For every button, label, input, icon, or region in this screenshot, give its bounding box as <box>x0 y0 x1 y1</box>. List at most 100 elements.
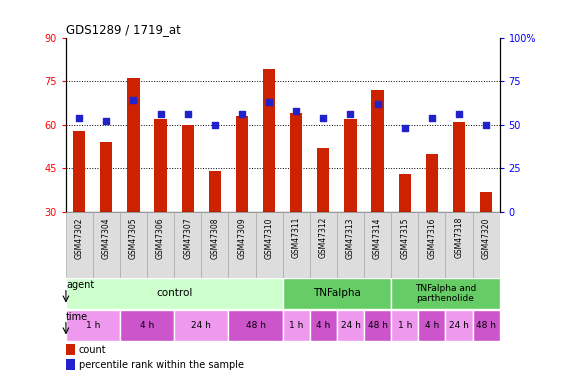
Bar <box>174 212 202 278</box>
Text: GSM47315: GSM47315 <box>400 217 409 259</box>
Text: 4 h: 4 h <box>140 321 154 330</box>
Point <box>129 97 138 103</box>
Bar <box>66 212 93 278</box>
Bar <box>317 148 329 212</box>
Bar <box>120 212 147 278</box>
Bar <box>127 78 139 212</box>
Text: 1 h: 1 h <box>289 321 303 330</box>
Point <box>238 111 247 117</box>
Text: GSM47314: GSM47314 <box>373 217 382 259</box>
Text: TNFalpha: TNFalpha <box>313 288 361 298</box>
Bar <box>426 154 438 212</box>
Bar <box>399 174 411 212</box>
Text: 24 h: 24 h <box>340 321 360 330</box>
Bar <box>391 278 500 309</box>
Bar <box>202 212 228 278</box>
Point <box>346 111 355 117</box>
Point <box>455 111 464 117</box>
Bar <box>344 119 356 212</box>
Text: 48 h: 48 h <box>246 321 266 330</box>
Point <box>481 122 490 128</box>
Bar <box>309 212 337 278</box>
Point <box>210 122 219 128</box>
Bar <box>337 310 364 340</box>
Bar <box>418 310 445 340</box>
Bar <box>66 344 75 355</box>
Bar <box>228 310 283 340</box>
Text: GSM47320: GSM47320 <box>481 217 490 259</box>
Text: GSM47311: GSM47311 <box>292 217 301 258</box>
Bar <box>283 278 391 309</box>
Text: 24 h: 24 h <box>191 321 211 330</box>
Bar <box>283 212 309 278</box>
Point <box>102 118 111 124</box>
Text: 1 h: 1 h <box>397 321 412 330</box>
Bar <box>228 212 255 278</box>
Bar <box>445 310 473 340</box>
Bar <box>147 212 174 278</box>
Bar <box>155 119 167 212</box>
Text: GDS1289 / 1719_at: GDS1289 / 1719_at <box>66 22 180 36</box>
Text: 4 h: 4 h <box>425 321 439 330</box>
Bar <box>209 171 221 212</box>
Bar <box>391 212 418 278</box>
Text: GSM47313: GSM47313 <box>346 217 355 259</box>
Text: 4 h: 4 h <box>316 321 331 330</box>
Text: 24 h: 24 h <box>449 321 469 330</box>
Bar <box>309 310 337 340</box>
Bar <box>480 192 492 212</box>
Point <box>400 125 409 131</box>
Text: GSM47307: GSM47307 <box>183 217 192 259</box>
Bar <box>263 69 275 212</box>
Bar <box>66 278 283 309</box>
Bar <box>66 359 75 370</box>
Bar <box>445 212 473 278</box>
Point <box>264 99 274 105</box>
Point <box>156 111 165 117</box>
Point <box>292 108 301 114</box>
Text: 1 h: 1 h <box>86 321 100 330</box>
Text: count: count <box>79 345 106 355</box>
Bar <box>283 310 309 340</box>
Text: GSM47304: GSM47304 <box>102 217 111 259</box>
Bar <box>100 142 112 212</box>
Text: time: time <box>66 312 88 322</box>
Text: control: control <box>156 288 192 298</box>
Point <box>373 101 382 107</box>
Bar <box>337 212 364 278</box>
Text: percentile rank within the sample: percentile rank within the sample <box>79 360 244 370</box>
Bar <box>73 130 85 212</box>
Bar <box>473 310 500 340</box>
Text: 48 h: 48 h <box>476 321 496 330</box>
Text: 48 h: 48 h <box>368 321 388 330</box>
Point <box>427 115 436 121</box>
Text: GSM47312: GSM47312 <box>319 217 328 258</box>
Text: GSM47310: GSM47310 <box>264 217 274 259</box>
Text: GSM47305: GSM47305 <box>129 217 138 259</box>
Text: GSM47316: GSM47316 <box>427 217 436 259</box>
Text: GSM47318: GSM47318 <box>455 217 464 258</box>
Text: GSM47302: GSM47302 <box>75 217 84 259</box>
Bar <box>364 310 391 340</box>
Point <box>319 115 328 121</box>
Text: GSM47308: GSM47308 <box>210 217 219 259</box>
Bar <box>453 122 465 212</box>
Text: agent: agent <box>66 280 94 291</box>
Bar <box>364 212 391 278</box>
Bar <box>236 116 248 212</box>
Point <box>75 115 84 121</box>
Bar <box>174 310 228 340</box>
Bar <box>255 212 283 278</box>
Text: TNFalpha and
parthenolide: TNFalpha and parthenolide <box>415 284 476 303</box>
Bar <box>372 90 384 212</box>
Bar <box>418 212 445 278</box>
Bar <box>391 310 418 340</box>
Bar <box>93 212 120 278</box>
Bar <box>120 310 174 340</box>
Text: GSM47309: GSM47309 <box>238 217 247 259</box>
Bar <box>66 310 120 340</box>
Bar <box>473 212 500 278</box>
Point <box>183 111 192 117</box>
Text: GSM47306: GSM47306 <box>156 217 165 259</box>
Bar <box>290 113 302 212</box>
